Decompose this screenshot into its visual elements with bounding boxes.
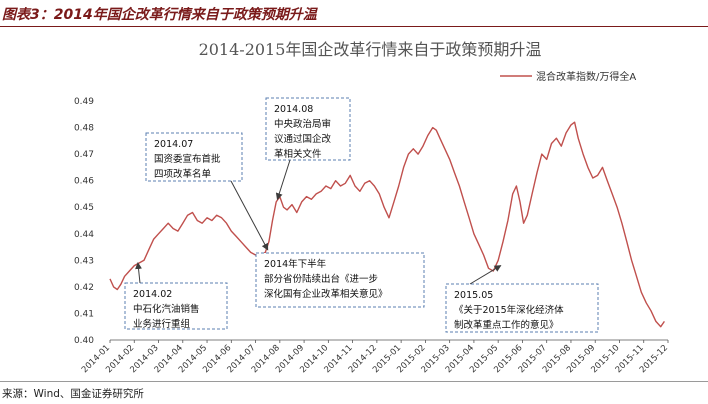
annotation-text-3-2: 深化国有企业改革相关意见》 (264, 288, 388, 300)
y-tick-label-4: 0.44 (74, 230, 94, 240)
annotation-text-1-2: 四项改革名单 (154, 168, 212, 180)
y-tick-label-8: 0.48 (74, 124, 94, 134)
figure-header: 图表3：2014年国企改革行情来自于政策预期升温 (0, 0, 708, 27)
annotation-text-0-0: 2014.02 (133, 289, 172, 300)
y-tick-label-6: 0.46 (74, 177, 94, 187)
annotation-text-4-0: 2015.05 (454, 290, 493, 301)
annotation-text-0-2: 业务进行重组 (133, 318, 191, 330)
x-axis: 2014-012014-022014-032014-042014-052014-… (80, 339, 670, 375)
annotation-text-2-0: 2014.08 (274, 104, 313, 115)
y-axis: 0.40 0.41 0.42 0.43 0.44 0.45 0.46 0.47 0.48 0.49 (74, 97, 94, 346)
annotation-text-1-0: 2014.07 (154, 139, 193, 150)
y-tick-label-3: 0.43 (74, 256, 94, 266)
annotation-text-4-1: 《关于2015年深化经济体 (454, 304, 564, 316)
y-tick-label-9: 0.49 (74, 97, 94, 107)
annotation-box-2 (265, 97, 351, 161)
figure-caption: 图表3：2014年国企改革行情来自于政策预期升温 (2, 7, 317, 23)
annotation-arrow-2 (275, 159, 291, 201)
y-tick-label-5: 0.45 (74, 203, 94, 213)
annotation-box-4 (445, 283, 599, 333)
chart-title: 2014-2015年国企改革行情来自于政策预期升温 (199, 40, 542, 59)
legend-label: 混合改革指数/万得全A (536, 70, 636, 83)
annotation-text-2-3: 革相关文件 (274, 148, 322, 160)
source-note: 来源：Wind、国金证券研究所 (2, 388, 144, 400)
series-line-0 (109, 121, 665, 328)
y-tick-label-0: 0.40 (74, 336, 94, 346)
annotation-box-0 (124, 282, 228, 330)
y-tick-label-7: 0.47 (74, 150, 94, 160)
annotation-arrow-0 (135, 261, 143, 284)
annotation-text-3-1: 部分省份陆续出台《进一步 (264, 273, 378, 285)
annotation-text-1-1: 国资委宣布首批 (154, 153, 221, 165)
annotation-text-2-1: 中央政治局审 (274, 118, 331, 130)
annotation-text-2-2: 议通过国企改 (274, 133, 332, 145)
figure-footer: 来源：Wind、国金证券研究所 (0, 381, 708, 404)
annotation-text-0-1: 中石化汽油销售 (133, 303, 200, 315)
annotation-arrow-1 (230, 180, 269, 251)
annotation-box-1 (145, 132, 243, 182)
legend: 混合改革指数/万得全A (500, 70, 636, 83)
annotation-arrow-4 (469, 265, 502, 285)
plot-area (109, 121, 665, 328)
annotation-text-4-2: 制改革重点工作的意见》 (454, 319, 559, 331)
y-tick-label-1: 0.41 (74, 309, 94, 319)
annotation-text-3-0: 2014年下半年 (264, 258, 327, 270)
annotation-box-3 (255, 252, 425, 308)
y-tick-label-2: 0.42 (74, 283, 94, 293)
